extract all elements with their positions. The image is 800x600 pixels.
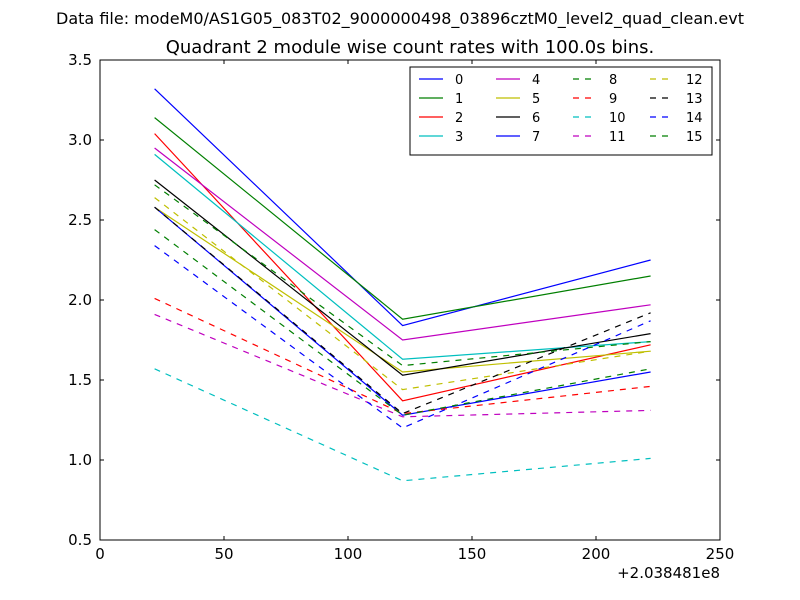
series-line-11 [154, 313, 651, 418]
series-line-12 [154, 197, 651, 391]
legend-box [409, 66, 713, 156]
legend-label-6: 6 [532, 111, 540, 126]
legend-label-11: 11 [609, 130, 626, 145]
y-tick-label: 2.0 [68, 291, 92, 309]
series-line-0 [154, 88, 651, 327]
series-line-8 [154, 184, 651, 367]
legend-label-2: 2 [455, 111, 463, 126]
x-offset-label: +2.038481e8 [617, 564, 720, 582]
chart-supertitle: Data file: modeM0/AS1G05_083T02_90000004… [56, 9, 744, 29]
series-line-4 [154, 147, 651, 341]
series-line-5 [154, 206, 651, 373]
legend-label-9: 9 [609, 92, 617, 107]
y-tick-label: 3.5 [68, 51, 92, 69]
x-tick-label: 0 [95, 545, 105, 563]
legend-label-1: 1 [455, 92, 463, 107]
series-line-10 [154, 368, 651, 482]
series-line-6 [154, 179, 651, 376]
y-tick-label: 2.5 [68, 211, 92, 229]
series-line-1 [154, 117, 651, 320]
x-tick-label: 50 [214, 545, 233, 563]
y-tick-label: 3.0 [68, 131, 92, 149]
series-line-7 [154, 206, 651, 416]
x-tick-label: 150 [458, 545, 487, 563]
y-tick-label: 1.0 [68, 451, 92, 469]
legend-label-0: 0 [455, 73, 463, 88]
series-line-2 [154, 133, 651, 402]
x-tick-label: 100 [334, 545, 363, 563]
legend-label-4: 4 [532, 73, 540, 88]
legend-label-15: 15 [686, 130, 703, 145]
series-line-15 [154, 229, 651, 416]
legend-label-3: 3 [455, 130, 463, 145]
y-tick-label: 1.5 [68, 371, 92, 389]
x-tick-label: 200 [582, 545, 611, 563]
series-layer [154, 88, 651, 482]
legend-label-12: 12 [686, 73, 703, 88]
legend-label-5: 5 [532, 92, 540, 107]
y-tick-label: 0.5 [68, 531, 92, 549]
legend-label-10: 10 [609, 111, 626, 126]
legend-label-8: 8 [609, 73, 617, 88]
legend-label-7: 7 [532, 130, 540, 145]
legend-label-14: 14 [686, 111, 703, 126]
chart-title: Quadrant 2 module wise count rates with … [166, 37, 655, 58]
x-tick-label: 250 [706, 545, 735, 563]
legend-label-13: 13 [686, 92, 703, 107]
